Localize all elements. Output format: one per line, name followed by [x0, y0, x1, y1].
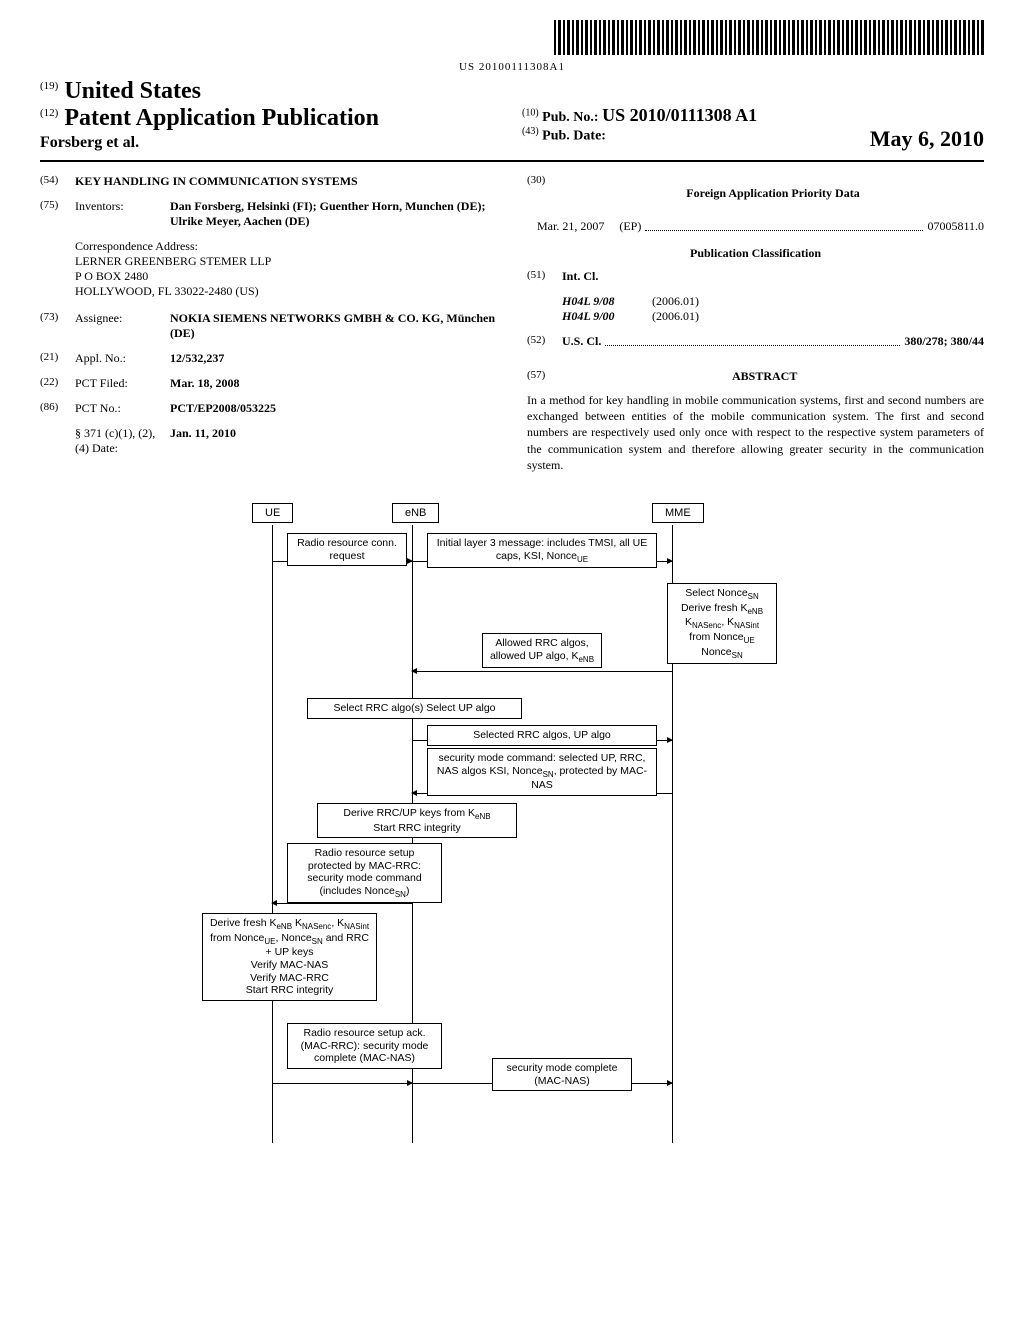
appl-code: (21) — [40, 351, 75, 366]
barcode-area: US 20100111308A1 — [40, 20, 984, 73]
diagram-box: Radio resource conn. request — [287, 533, 407, 566]
intcl-row: H04L 9/00(2006.01) — [562, 309, 984, 324]
diagram-box: Radio resource setup ack. (MAC-RRC): sec… — [287, 1023, 442, 1069]
abstract-code: (57) — [527, 369, 545, 381]
corr-line2: P O BOX 2480 — [75, 269, 497, 284]
lifeline-header-ue: UE — [252, 503, 293, 523]
arrow — [272, 1083, 412, 1084]
appl-no: 12/532,237 — [170, 351, 224, 365]
arrow — [412, 671, 672, 672]
header: (19) United States (12) Patent Applicati… — [40, 78, 984, 162]
sec371-date: Jan. 11, 2010 — [170, 426, 236, 440]
diagram-box: security mode complete (MAC-NAS) — [492, 1058, 632, 1091]
corr-line1: LERNER GREENBERG STEMER LLP — [75, 254, 497, 269]
intcl-list: H04L 9/08(2006.01)H04L 9/00(2006.01) — [562, 294, 984, 324]
pct-filed-code: (22) — [40, 376, 75, 391]
diagram-box: Selected RRC algos, UP algo — [427, 725, 657, 746]
uscl-label: U.S. Cl. — [562, 334, 601, 348]
sequence-diagram: UE eNB MME Radio resource conn. request Init… — [232, 503, 792, 1143]
country-name: United States — [64, 78, 201, 104]
pub-no-prefix: (10) — [522, 107, 539, 118]
title-code: (54) — [40, 174, 75, 189]
foreign-country: (EP) — [619, 219, 641, 234]
pct-no-code: (86) — [40, 401, 75, 416]
lifeline-ue — [272, 525, 273, 1143]
foreign-header: Foreign Application Priority Data — [562, 186, 984, 201]
diagram-box: Radio resource setup protected by MAC-RR… — [287, 843, 442, 903]
diagram-box: Initial layer 3 message: includes TMSI, … — [427, 533, 657, 568]
inventors: Dan Forsberg, Helsinki (FI); Guenther Ho… — [170, 199, 485, 228]
pub-date: May 6, 2010 — [870, 126, 984, 152]
diagram-box: security mode command: selected UP, RRC,… — [427, 748, 657, 796]
barcode-graphic — [554, 20, 984, 55]
pct-filed-label: PCT Filed: — [75, 376, 170, 391]
assignee-label: Assignee: — [75, 311, 170, 341]
pub-no-label: Pub. No.: — [542, 110, 598, 125]
foreign-code: (30) — [527, 174, 562, 209]
pub-type: Patent Application Publication — [64, 105, 379, 131]
diagram-box: Derive RRC/UP keys from KeNBStart RRC in… — [317, 803, 517, 838]
pub-class-header: Publication Classification — [527, 246, 984, 261]
intcl-row: H04L 9/08(2006.01) — [562, 294, 984, 309]
right-column: (30) Foreign Application Priority Data M… — [527, 174, 984, 473]
diagram-box: Derive fresh KeNB KNASenc, KNASint from … — [202, 913, 377, 1001]
intcl-code: (51) — [527, 269, 562, 284]
title: KEY HANDLING IN COMMUNICATION SYSTEMS — [75, 174, 497, 189]
pub-date-label: Pub. Date: — [542, 129, 606, 144]
lifeline-header-enb: eNB — [392, 503, 439, 523]
diagram-box: Select NonceSNDerive fresh KeNBKNASenc, … — [667, 583, 777, 664]
abstract-header: ABSTRACT — [527, 369, 984, 384]
diagram-box: Allowed RRC algos, allowed UP algo, KeNB — [482, 633, 602, 668]
diagram-box: Select RRC algo(s) Select UP algo — [307, 698, 522, 719]
intcl-label: Int. Cl. — [562, 269, 598, 283]
intcl-code-val: H04L 9/00 — [562, 309, 652, 324]
pub-type-prefix: (12) — [40, 107, 58, 119]
corr-line3: HOLLYWOOD, FL 33022-2480 (US) — [75, 284, 497, 299]
pct-no: PCT/EP2008/053225 — [170, 401, 276, 415]
intcl-year: (2006.01) — [652, 294, 699, 309]
abstract-text: In a method for key handling in mobile c… — [527, 392, 984, 473]
pct-no-label: PCT No.: — [75, 401, 170, 416]
country-prefix: (19) — [40, 80, 58, 92]
inventors-label: Inventors: — [75, 199, 170, 229]
uscl-value: 380/278; 380/44 — [904, 334, 984, 348]
main-content: (54) KEY HANDLING IN COMMUNICATION SYSTE… — [40, 174, 984, 473]
uscl-code: (52) — [527, 334, 562, 349]
pub-no: US 2010/0111308 A1 — [602, 105, 757, 125]
pct-filed: Mar. 18, 2008 — [170, 376, 240, 390]
sec371-label: § 371 (c)(1), (2), (4) Date: — [75, 426, 170, 456]
foreign-date: Mar. 21, 2007 — [537, 219, 604, 234]
corr-label: Correspondence Address: — [75, 239, 497, 254]
lifeline-header-mme: MME — [652, 503, 704, 523]
authors: Forsberg et al. — [40, 134, 502, 152]
intcl-year: (2006.01) — [652, 309, 699, 324]
left-column: (54) KEY HANDLING IN COMMUNICATION SYSTE… — [40, 174, 497, 473]
inventors-code: (75) — [40, 199, 75, 229]
appl-label: Appl. No.: — [75, 351, 170, 366]
assignee: NOKIA SIEMENS NETWORKS GMBH & CO. KG, Mü… — [170, 311, 495, 340]
pub-date-prefix: (43) — [522, 126, 539, 137]
barcode-text: US 20100111308A1 — [40, 61, 984, 73]
assignee-code: (73) — [40, 311, 75, 341]
intcl-code-val: H04L 9/08 — [562, 294, 652, 309]
foreign-no: 07005811.0 — [927, 219, 984, 234]
